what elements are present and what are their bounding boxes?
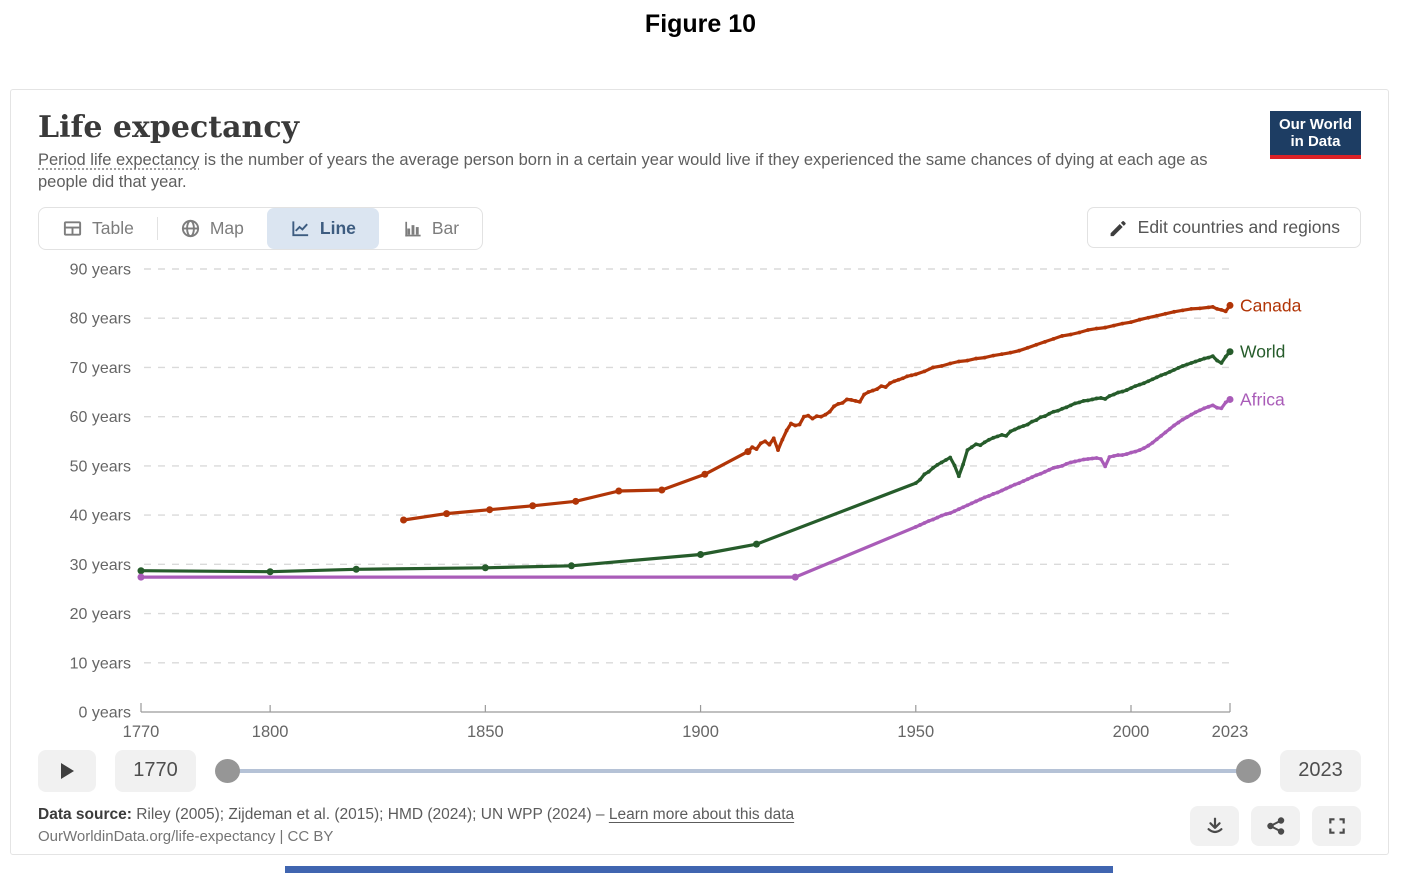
data-source-label: Data source: (38, 805, 132, 823)
svg-text:1850: 1850 (467, 723, 504, 741)
owid-logo-line2: in Data (1290, 133, 1341, 151)
learn-more-link[interactable]: Learn more about this data (608, 805, 795, 823)
chart-footer: Data source: Riley (2005); Zijdeman et a… (38, 805, 1361, 846)
owid-chart-card: Our World in Data Life expectancy Period… (10, 89, 1389, 855)
share-button[interactable] (1251, 805, 1300, 846)
tab-label: Table (92, 217, 134, 238)
footer-text: Data source: Riley (2005); Zijdeman et a… (38, 806, 794, 845)
svg-text:1900: 1900 (682, 723, 719, 741)
subtitle-text: is the number of years the average perso… (38, 151, 1208, 191)
data-source-line: Data source: Riley (2005); Zijdeman et a… (38, 806, 794, 824)
owid-logo[interactable]: Our World in Data (1269, 111, 1361, 159)
svg-text:0 years: 0 years (79, 704, 131, 721)
svg-text:80 years: 80 years (70, 310, 131, 327)
tab-label: Map (209, 217, 244, 238)
controls-row: Table Map Line (38, 206, 1361, 250)
tab-label: Bar (431, 217, 460, 238)
share-icon (1266, 816, 1284, 835)
chart-title: Life expectancy (38, 110, 300, 145)
svg-text:2000: 2000 (1113, 723, 1150, 741)
figure-caption: Figure 10 (644, 10, 757, 38)
svg-text:40 years: 40 years (70, 507, 131, 524)
series-label-canada[interactable]: Canada (1240, 295, 1302, 315)
line-chart-icon (292, 220, 309, 236)
series-label-world[interactable]: World (1240, 341, 1285, 361)
svg-text:1800: 1800 (252, 723, 289, 741)
timeline-handle-start[interactable] (215, 758, 240, 783)
tab-label: Line (319, 217, 356, 238)
svg-text:20 years: 20 years (70, 606, 131, 623)
fullscreen-icon (1328, 817, 1345, 834)
timeline-end-year[interactable]: 2023 (1280, 749, 1361, 792)
tab-bar[interactable]: Bar (379, 208, 482, 249)
svg-text:60 years: 60 years (70, 409, 131, 426)
fullscreen-button[interactable] (1312, 805, 1361, 846)
edit-countries-label: Edit countries and regions (1137, 216, 1340, 237)
bottom-blue-bar (285, 866, 1113, 873)
line-chart[interactable]: 0 years 10 years 20 years 30 years 40 years 5… (38, 255, 1368, 747)
download-icon (1206, 817, 1223, 833)
svg-text:70 years: 70 years (70, 359, 131, 376)
period-life-expectancy-link[interactable]: Period life expectancy (38, 151, 200, 169)
pencil-icon (1110, 220, 1126, 236)
svg-text:90 years: 90 years (70, 261, 131, 278)
play-button[interactable] (38, 749, 96, 792)
footer-action-buttons (1190, 805, 1361, 846)
timeline-track[interactable] (226, 768, 1250, 773)
svg-text:50 years: 50 years (70, 458, 131, 475)
svg-text:30 years: 30 years (70, 556, 131, 573)
citation-line: OurWorldinData.org/life-expectancy | CC … (38, 827, 334, 845)
bar-chart-icon (405, 221, 421, 236)
tab-map[interactable]: Map (156, 208, 267, 249)
tab-line[interactable]: Line (266, 207, 379, 249)
svg-text:10 years: 10 years (70, 655, 131, 672)
timeline-handle-end[interactable] (1236, 758, 1261, 783)
globe-icon (181, 219, 199, 237)
svg-text:1950: 1950 (897, 723, 934, 741)
owid-logo-line1: Our World (1278, 116, 1352, 133)
timeline-slider[interactable] (215, 750, 1261, 792)
table-icon (63, 220, 82, 236)
view-tabs: Table Map Line (38, 206, 484, 250)
svg-text:1770: 1770 (123, 723, 160, 741)
play-icon (61, 762, 74, 779)
series-label-africa[interactable]: Africa (1240, 389, 1285, 409)
chart-subtitle: Period life expectancy is the number of … (38, 150, 1208, 194)
data-source-list: Riley (2005); Zijdeman et al. (2015); HM… (131, 805, 609, 823)
timeline-controls: 1770 2023 (38, 749, 1361, 792)
svg-text:2023: 2023 (1212, 723, 1249, 741)
download-button[interactable] (1190, 805, 1239, 846)
timeline-start-year[interactable]: 1770 (115, 749, 196, 792)
edit-countries-button[interactable]: Edit countries and regions (1086, 206, 1361, 248)
tab-table[interactable]: Table (39, 208, 157, 249)
